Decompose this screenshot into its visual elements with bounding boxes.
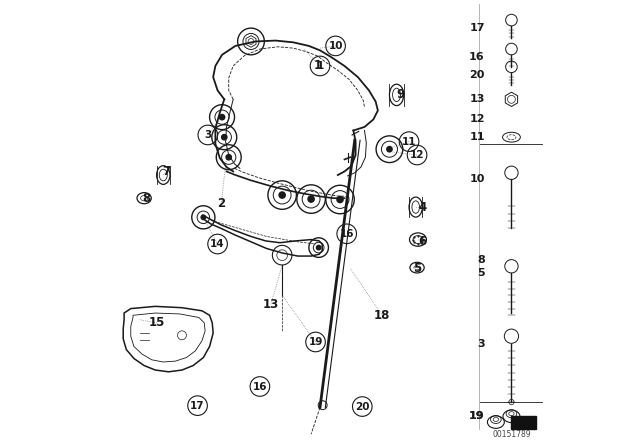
Text: 16: 16: [339, 229, 354, 239]
Text: 19: 19: [469, 411, 484, 421]
Text: 8: 8: [142, 192, 150, 205]
Text: 5: 5: [477, 268, 484, 278]
Bar: [511, 416, 536, 429]
Text: 12: 12: [410, 150, 424, 160]
Text: 00151789: 00151789: [492, 430, 531, 439]
Text: 3: 3: [204, 130, 211, 140]
Text: 10: 10: [469, 174, 484, 185]
Text: 6: 6: [419, 235, 426, 248]
Text: 20: 20: [469, 70, 484, 80]
Text: 7: 7: [163, 165, 170, 178]
Text: 17: 17: [469, 23, 484, 33]
Text: 2: 2: [217, 198, 225, 211]
Text: 19: 19: [308, 337, 323, 347]
Text: 20: 20: [355, 401, 369, 412]
Text: 12: 12: [469, 114, 484, 125]
Circle shape: [220, 115, 225, 120]
Text: 8: 8: [477, 254, 484, 265]
Text: 17: 17: [190, 401, 205, 411]
Text: 1: 1: [314, 60, 322, 73]
Circle shape: [221, 134, 227, 140]
Text: 13: 13: [469, 95, 484, 104]
Text: 1: 1: [316, 61, 324, 71]
Text: 3: 3: [477, 339, 484, 349]
Circle shape: [316, 246, 321, 250]
Text: 10: 10: [328, 41, 343, 51]
Circle shape: [387, 146, 392, 152]
Text: 16: 16: [469, 52, 484, 62]
Circle shape: [226, 155, 232, 160]
Text: 9: 9: [396, 88, 404, 101]
Text: 18: 18: [374, 309, 390, 322]
Circle shape: [201, 215, 205, 220]
Text: 14: 14: [211, 239, 225, 249]
Text: 5: 5: [413, 262, 421, 275]
Text: 11: 11: [402, 137, 416, 146]
Text: 4: 4: [419, 201, 426, 214]
Text: 11: 11: [469, 132, 484, 142]
Circle shape: [337, 196, 343, 202]
Text: 13: 13: [263, 297, 279, 310]
Text: 19: 19: [469, 411, 484, 421]
Text: 15: 15: [148, 316, 164, 329]
Circle shape: [279, 192, 285, 198]
Circle shape: [308, 196, 314, 202]
Text: 16: 16: [253, 382, 267, 392]
